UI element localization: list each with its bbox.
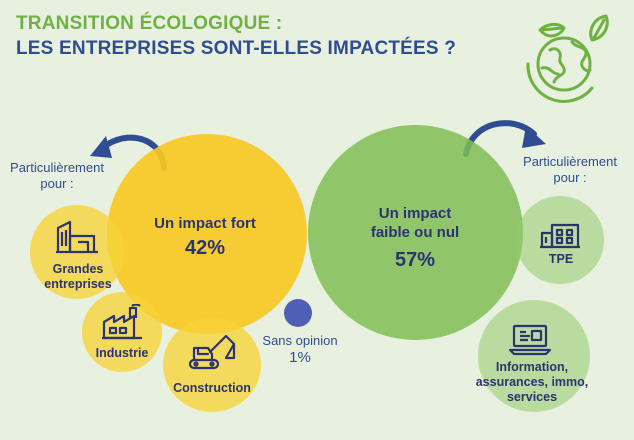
excavator-icon <box>188 334 236 370</box>
title-line-2: LES ENTREPRISES SONT-ELLES IMPACTÉES ? <box>16 38 457 59</box>
strong-intro: Particulièrement pour : <box>4 160 110 192</box>
services-label: Information, assurances, immo, services <box>475 360 589 404</box>
no-opinion-dot <box>284 299 312 327</box>
no-opinion-text: Sans opinion <box>262 333 338 348</box>
tpe-label: TPE <box>548 252 574 266</box>
strong-intro-text: Particulièrement pour : <box>10 160 104 191</box>
no-opinion-value: 1% <box>289 349 311 366</box>
large-companies-label: Grandes entreprises <box>44 262 112 291</box>
weak-impact-bubble <box>308 125 523 340</box>
weak-impact-text-2: faible ou nul <box>370 224 460 241</box>
weak-intro: Particulièrement pour : <box>510 154 630 186</box>
small-business-icon <box>540 223 580 249</box>
weak-impact-label: Un impact faible ou nul 57% <box>330 204 500 270</box>
services-bubble <box>478 300 590 412</box>
construction-label: Construction <box>173 381 251 395</box>
weak-intro-text: Particulièrement pour : <box>523 154 617 185</box>
no-opinion-label: Sans opinion 1% <box>248 332 352 366</box>
industry-icon <box>102 304 142 340</box>
weak-impact-text-1: Un impact <box>378 205 452 222</box>
globe-leaves-icon <box>526 14 609 103</box>
strong-impact-value: 42% <box>184 237 226 259</box>
title-line-1: TRANSITION ÉCOLOGIQUE : <box>16 13 283 34</box>
laptop-icon <box>508 324 552 356</box>
industry-label: Industrie <box>95 346 149 360</box>
strong-impact-text: Un impact fort <box>154 215 256 232</box>
strong-impact-label: Un impact fort 42% <box>120 214 290 258</box>
factory-buildings-icon <box>56 220 98 254</box>
tpe-bubble <box>516 196 604 284</box>
weak-impact-value: 57% <box>394 249 436 271</box>
